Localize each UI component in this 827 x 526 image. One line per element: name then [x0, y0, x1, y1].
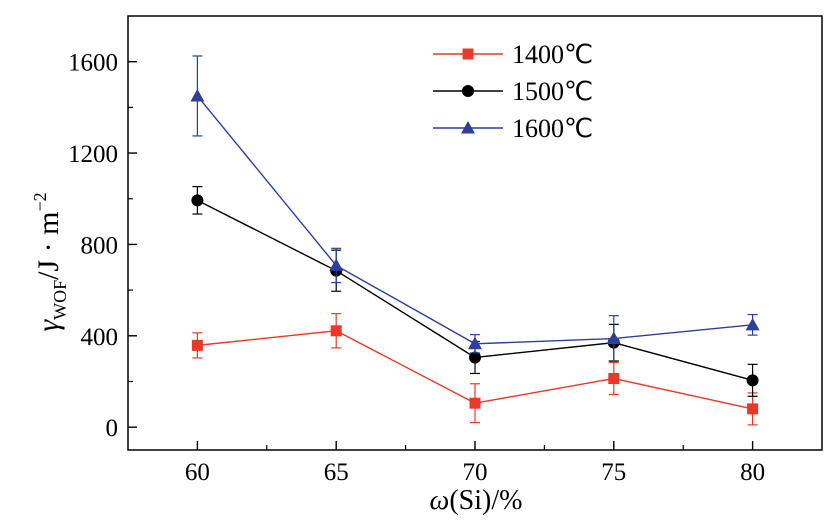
- data-point: [330, 325, 342, 337]
- series-1: [191, 186, 759, 397]
- legend-marker: [461, 121, 475, 134]
- legend-label: 1600℃: [512, 114, 593, 143]
- data-point: [608, 373, 620, 385]
- x-tick-label: 65: [324, 459, 349, 486]
- x-tick-label: 75: [601, 459, 626, 486]
- legend-marker: [462, 48, 474, 60]
- legend-entry-0: 1400℃: [433, 40, 593, 69]
- data-point: [745, 317, 760, 331]
- series-line: [196, 95, 753, 345]
- data-point: [191, 339, 203, 351]
- y-tick-label: 400: [81, 324, 119, 351]
- data-point: [190, 88, 205, 102]
- x-tick-label: 70: [463, 459, 488, 486]
- legend-label: 1400℃: [512, 40, 593, 69]
- x-axis-label: ω(Si)/%: [430, 485, 523, 516]
- legend: 1400℃ 1500℃ 1600℃: [433, 40, 593, 143]
- data-point: [468, 336, 482, 350]
- x-tick-label: 60: [185, 459, 210, 486]
- y-tick-label: 0: [106, 415, 119, 442]
- legend-marker: [462, 85, 474, 97]
- series-0: [191, 313, 759, 426]
- series-layer: [190, 55, 760, 426]
- x-tick-label: 80: [740, 459, 765, 486]
- data-point: [747, 403, 759, 415]
- data-point: [469, 397, 481, 409]
- legend-entry-2: 1600℃: [433, 114, 593, 143]
- data-point: [469, 351, 481, 364]
- data-point: [746, 374, 759, 387]
- y-tick-label: 1600: [68, 50, 118, 77]
- legend-label: 1500℃: [512, 77, 593, 106]
- y-tick-label: 800: [81, 232, 119, 259]
- data-point: [606, 331, 621, 345]
- legend-entry-1: 1500℃: [433, 77, 593, 106]
- y-tick-label: 1200: [68, 141, 118, 168]
- data-point: [329, 258, 344, 271]
- series-2: [190, 55, 760, 362]
- data-point: [191, 194, 204, 207]
- y-axis-label: γWOF/J · m−2: [30, 192, 70, 331]
